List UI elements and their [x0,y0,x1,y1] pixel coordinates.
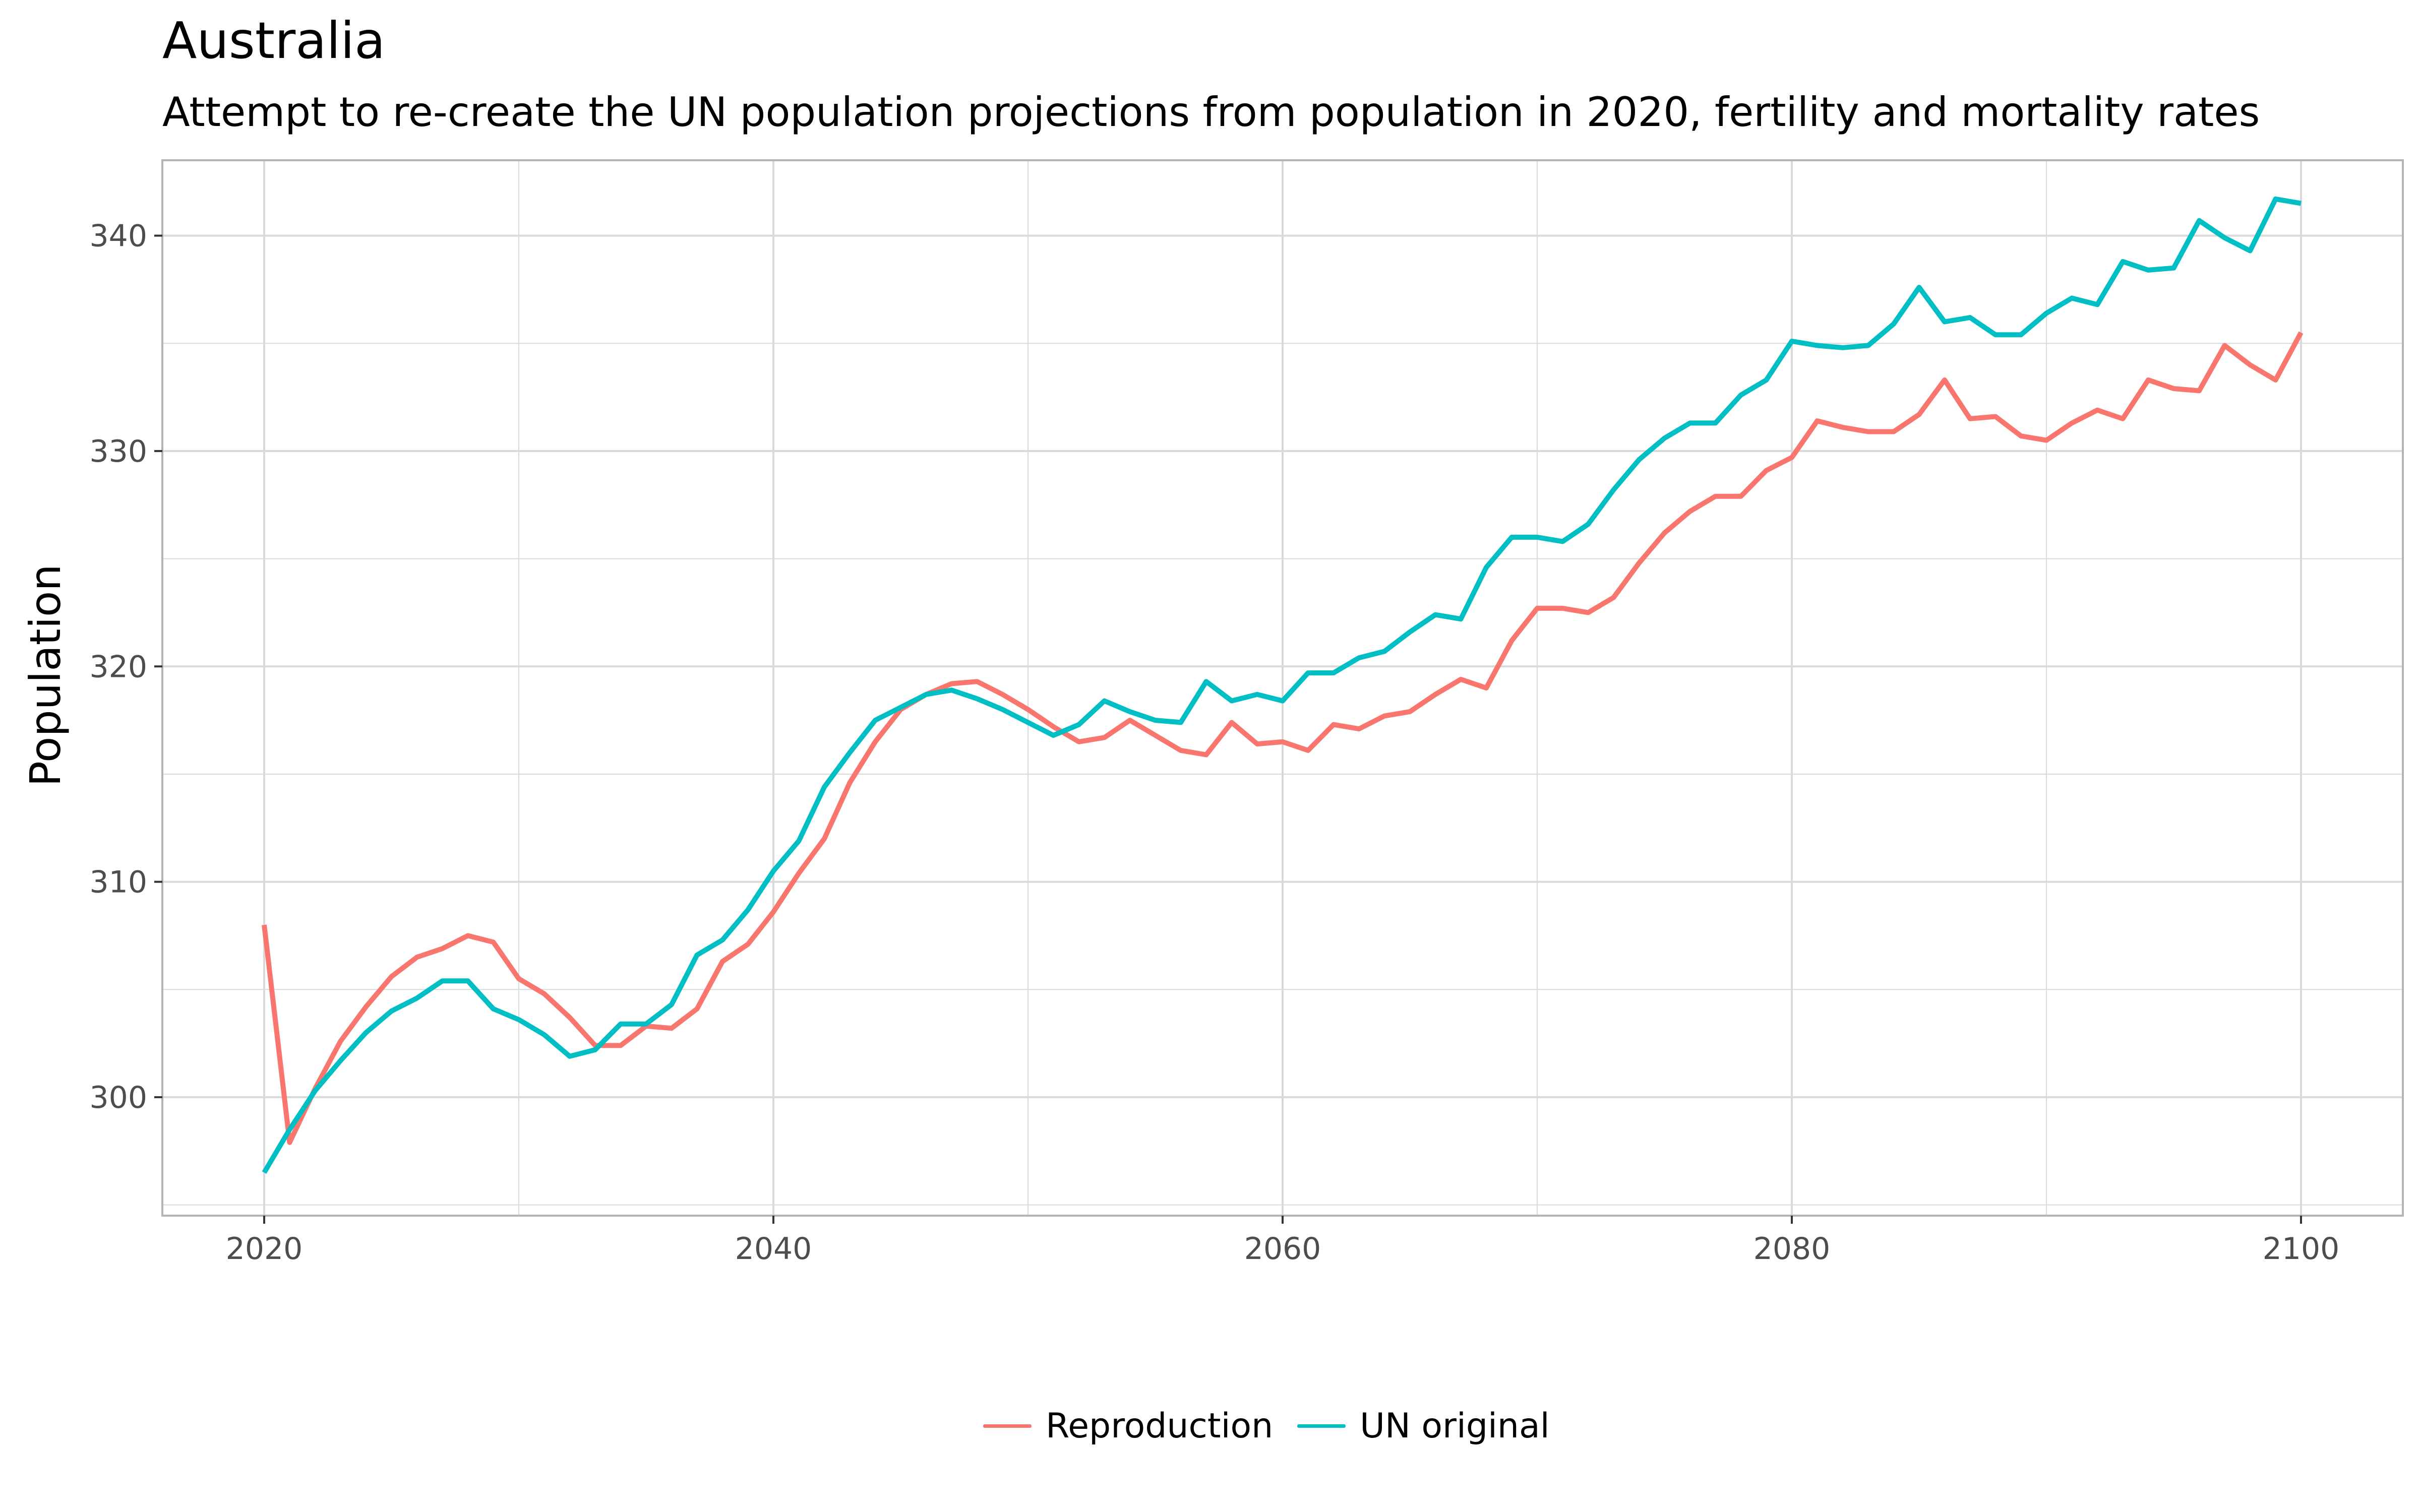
x-tick-label: 2080 [1753,1231,1831,1267]
y-tick-label: 330 [89,434,147,469]
x-tick-label: 2040 [735,1231,812,1267]
y-tick-label: 340 [89,219,147,254]
legend-key-reproduction [983,1424,1032,1428]
legend-key-un-original [1297,1424,1346,1428]
chart-subtitle: Attempt to re-create the UN population p… [162,89,2260,136]
chart-title: Australia [162,11,386,70]
y-tick-label: 300 [89,1080,147,1115]
x-tick-label: 2020 [226,1231,303,1267]
legend: Reproduction UN original [983,1406,1550,1446]
series-line-reproduction [262,331,2304,1145]
x-tick-label: 2060 [1244,1231,1321,1267]
series-line-un-original [262,196,2302,1174]
y-tick-label: 310 [89,865,147,900]
y-tick-label: 320 [89,649,147,684]
legend-item-un-original: UN original [1297,1406,1550,1446]
legend-label-reproduction: Reproduction [1046,1406,1274,1446]
x-tick-label: 2100 [2263,1231,2340,1267]
legend-label-un-original: UN original [1360,1406,1550,1446]
legend-item-reproduction: Reproduction [983,1406,1273,1446]
